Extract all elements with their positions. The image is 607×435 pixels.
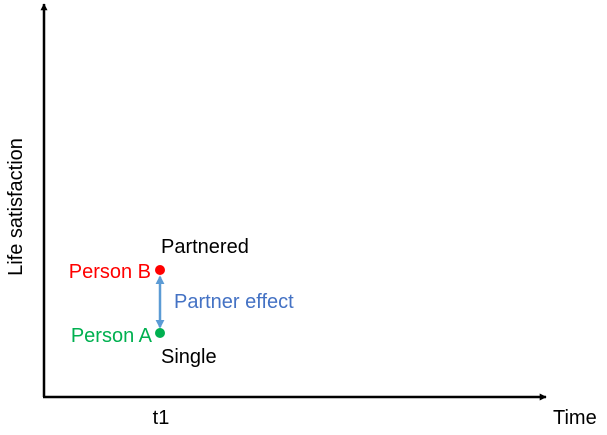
person-b-label: Person B <box>69 261 151 283</box>
y-axis-label: Life satisfaction <box>5 138 27 276</box>
x-tick-label: t1 <box>153 407 170 429</box>
partner-effect-label: Partner effect <box>174 291 294 313</box>
person-b-status: Partnered <box>161 236 249 258</box>
person-a-status: Single <box>161 346 217 368</box>
person-a-label: Person A <box>71 325 153 347</box>
person-b-point <box>155 265 165 275</box>
x-axis-label: Time <box>553 407 597 429</box>
person-a-point <box>155 328 165 338</box>
